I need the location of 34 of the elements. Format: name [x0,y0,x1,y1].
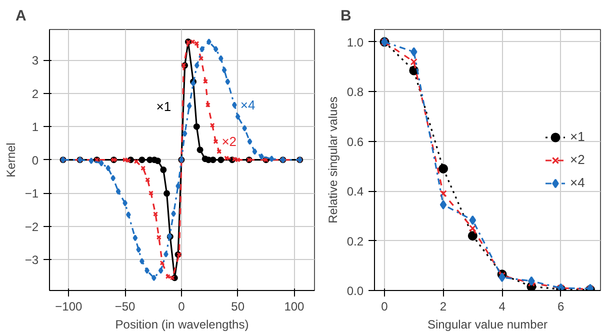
y-tick-label: −3 [24,253,39,268]
chart-title: A [16,8,26,24]
y-tick-label: 0.8 [346,85,364,100]
x-tick-label: 6 [557,300,564,314]
y-tick-label: 2 [32,86,39,101]
y-tick-label: 0.0 [346,284,364,298]
x-tick-label: 0 [381,300,388,314]
x-axis-title: Singular value number [427,318,548,332]
y-tick-label: −1 [24,186,39,201]
x-tick-label: −50 [114,300,136,314]
x-tick-label: 0 [178,300,186,314]
y-axis-title: Relative singular values [326,96,340,224]
y-tick-label: 1 [32,120,39,134]
chart-title: B [340,8,352,24]
x-tick-label: −100 [55,300,83,314]
annotation: ×2 [222,134,237,150]
y-tick-label: 1.0 [346,35,364,50]
annotation: ×1 [156,99,172,114]
x-tick-label: 2 [440,300,447,314]
legend-label: ×1 [570,129,586,144]
y-tick-label: 0.2 [346,234,364,248]
x-axis-title: Position (in wavelengths) [115,318,249,332]
y-tick-label: 0 [32,153,39,168]
y-tick-label: 3 [32,54,39,68]
y-tick-label: 0.4 [346,184,364,199]
x-tick-label: 100 [284,300,305,314]
legend-label: ×4 [570,175,586,190]
y-tick-label: −2 [24,220,39,234]
x-tick-label: 4 [498,300,506,314]
y-tick-label: 0.6 [346,134,364,149]
x-tick-label: 50 [231,300,245,314]
y-axis-title: Kernel [4,142,18,178]
annotation: ×4 [240,97,256,112]
legend-label: ×2 [570,152,586,167]
